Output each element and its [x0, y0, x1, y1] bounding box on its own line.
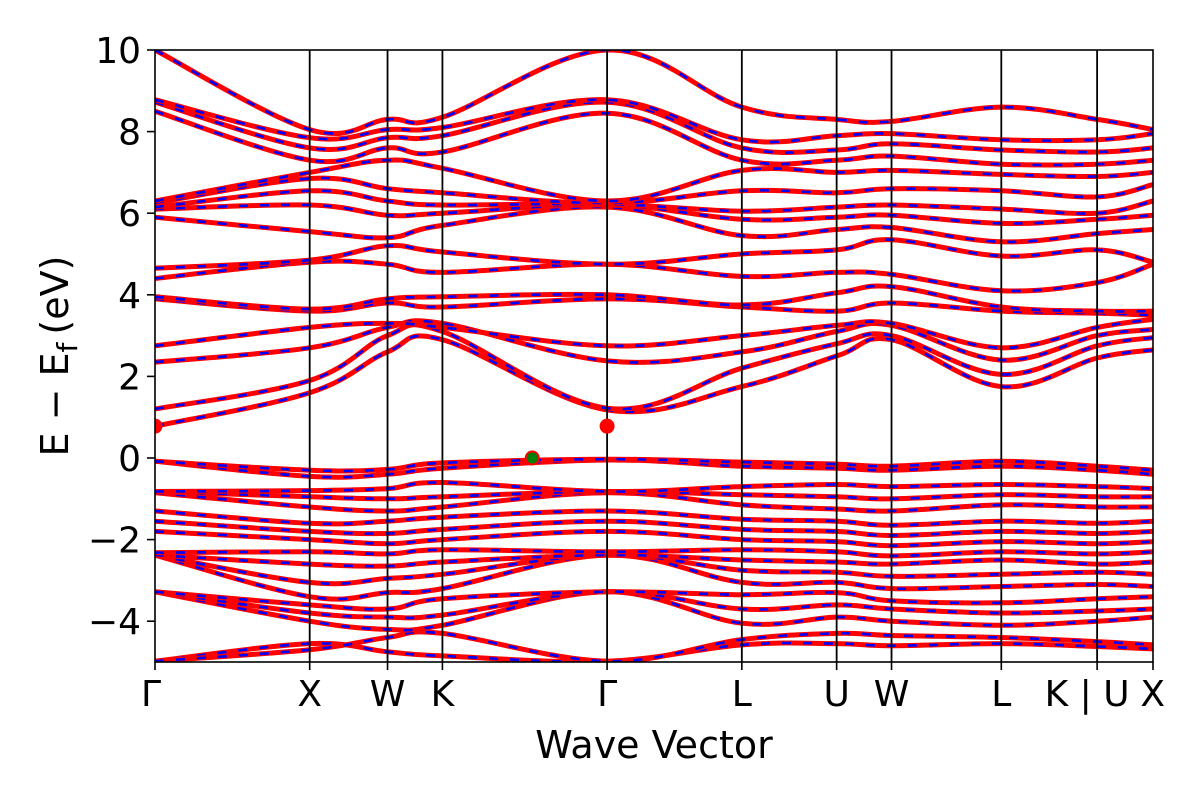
band-line-dashed [155, 189, 1153, 215]
band-line [155, 629, 1153, 662]
band-line-dashed [155, 481, 1153, 493]
y-axis-label: E − Ef (eV) [33, 256, 84, 457]
band-line-dashed [155, 158, 1153, 203]
band-line-dashed [155, 553, 1153, 601]
cbm-marker [155, 418, 163, 434]
y-tick-label: −2 [88, 521, 141, 562]
y-axis-label-main: E − E [33, 352, 77, 456]
y-tick-label: 4 [118, 276, 141, 317]
band-line-dashed [155, 334, 1153, 428]
vbm-marker [524, 450, 540, 466]
band-line [155, 318, 1153, 365]
band-line-dashed [155, 176, 1153, 205]
band-line-dashed [155, 590, 1153, 632]
y-tick-label: 2 [118, 357, 141, 398]
x-tick-label: K [431, 674, 456, 715]
band-line-dashed [155, 490, 1153, 501]
x-tick-label: K | U [1045, 674, 1130, 715]
band-line [155, 552, 1153, 587]
x-tick-label: Γ [597, 674, 617, 715]
plot-frame [154, 49, 1154, 663]
band-line [155, 316, 1153, 351]
band-line-dashed [155, 548, 1153, 558]
band-line-dashed [155, 590, 1153, 611]
x-tick-label: X [297, 674, 322, 715]
x-tick-label: U [823, 674, 849, 715]
band-line [155, 258, 1153, 294]
y-tick-label: 10 [95, 31, 141, 72]
band-line-dashed [155, 284, 1153, 313]
x-tick-label: W [370, 674, 406, 715]
x-tick-label: L [991, 674, 1011, 715]
band-line [155, 204, 1153, 245]
band-line-dashed [155, 553, 1153, 568]
band-line [155, 237, 1153, 271]
x-tick-label: W [874, 674, 910, 715]
band-lines [155, 50, 1153, 662]
y-axis-label-subscript: f [51, 341, 84, 352]
band-line-dashed [155, 530, 1153, 548]
high-symmetry-lines [308, 50, 1099, 662]
y-tick-label: 8 [118, 113, 141, 154]
band-line-dashed [155, 203, 1153, 225]
band-line-dashed [155, 457, 1153, 473]
band-line-dashed [155, 318, 1153, 350]
y-tick-label: −4 [88, 602, 141, 643]
y-tick-label: 0 [118, 439, 141, 480]
band-line-dashed [155, 323, 1153, 411]
band-line-dashed [155, 259, 1153, 293]
cbm-marker [599, 418, 615, 434]
band-line-dashed [155, 641, 1153, 662]
x-axis-label: Wave Vector [535, 723, 773, 767]
y-axis-ticks: −4 −2 0 2 4 6 8 10 [88, 31, 155, 643]
x-tick-label: L [732, 674, 752, 715]
band-line-dashed [155, 519, 1153, 537]
band-line-dashed [155, 458, 1153, 479]
band-extrema-markers [155, 418, 615, 466]
y-axis-label-unit: (eV) [33, 256, 77, 335]
x-tick-label: X [1140, 674, 1165, 715]
band-line-dashed [155, 491, 1153, 513]
y-tick-label: 6 [118, 194, 141, 235]
band-line-dashed [155, 509, 1153, 527]
band-line-dashed [155, 50, 1153, 135]
band-line [155, 589, 1153, 621]
x-tick-label: Γ [141, 674, 161, 715]
